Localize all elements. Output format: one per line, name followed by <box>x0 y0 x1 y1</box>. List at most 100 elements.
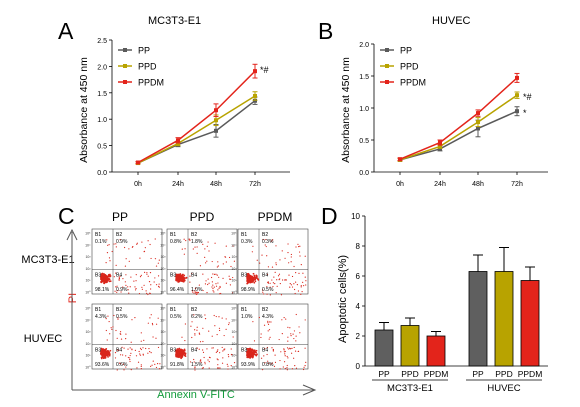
flow-dot <box>109 275 111 278</box>
flow-dot <box>266 286 268 288</box>
flow-dot <box>289 286 291 288</box>
flow-dot <box>266 273 269 275</box>
flow-dot-cloud <box>246 238 307 296</box>
flow-axis-tick-label: 10⁰ <box>85 366 91 370</box>
flow-dot <box>119 362 121 364</box>
flow-dot <box>142 347 144 349</box>
flow-dot <box>195 293 197 295</box>
flow-dot <box>260 336 262 339</box>
flow-dot <box>146 272 148 274</box>
flow-dot <box>140 364 142 366</box>
flow-dot <box>143 271 146 273</box>
flow-dot <box>256 277 258 279</box>
flow-dot <box>120 291 122 293</box>
flow-dot <box>119 331 122 333</box>
flow-dot <box>204 363 206 365</box>
flow-dot <box>124 265 127 267</box>
flow-dot <box>180 349 182 352</box>
flow-dot <box>268 338 270 340</box>
flow-dot <box>246 355 249 358</box>
flow-dot <box>200 361 202 364</box>
flow-dot <box>158 368 161 370</box>
flow-dot <box>216 350 218 352</box>
flow-dot <box>135 355 138 357</box>
flow-dot <box>217 261 219 263</box>
flow-quadrant-label: B4 <box>116 272 122 278</box>
flow-axis-tick-label: 10⁴ <box>85 243 91 247</box>
flow-dot <box>158 286 160 288</box>
flow-dot <box>146 292 148 294</box>
flow-dot <box>106 277 109 280</box>
d-y-tick-label: 0 <box>356 362 361 371</box>
flow-dot <box>196 246 198 248</box>
flow-plot: B14.3% B20.5% B3 93.6% B4 0.6% 10⁵ 10⁴ 10³ 10² 10¹… <box>85 303 163 371</box>
flow-dot <box>147 352 149 354</box>
panel-c-flow-cytometry: C PP PPD PPDM MC3T3-E1 HUVEC PI Annexin … <box>21 203 317 401</box>
flow-dot <box>115 286 117 288</box>
panel-d-bar-chart: D Apoptotic cells(%) 0 2 4 6 8 10 PP PPD PPDM MC… <box>321 203 548 394</box>
flow-dot <box>290 335 292 337</box>
d-y-tick-label: 8 <box>356 242 361 251</box>
flow-dot <box>283 361 286 363</box>
flow-dot <box>193 314 195 316</box>
flow-dot <box>299 245 301 247</box>
flow-axis-tick-label: 10⁰ <box>231 366 237 370</box>
flow-dot <box>150 314 152 316</box>
b-point-ppd <box>476 120 480 125</box>
flow-quadrant-value-q1: 0.8% <box>170 239 182 245</box>
a-point-ppd <box>214 118 218 123</box>
flow-dot <box>135 288 137 290</box>
flow-dot <box>261 369 264 371</box>
panel-c-letter: C <box>58 203 75 229</box>
flow-dot <box>196 329 198 331</box>
flow-dot <box>275 245 277 247</box>
flow-dot <box>214 325 216 327</box>
flow-dot <box>273 276 275 278</box>
flow-dot <box>128 248 130 250</box>
flow-dot <box>183 351 185 354</box>
flow-quadrant-label: B3 <box>241 272 247 278</box>
flow-dot <box>252 245 254 247</box>
flow-dot <box>271 362 273 364</box>
flow-dot <box>149 351 151 353</box>
flow-dot <box>251 356 254 359</box>
flow-dot <box>212 284 214 286</box>
b-point-ppdm <box>398 157 402 162</box>
flow-dot <box>178 280 181 283</box>
a-legend-label-pp: PP <box>138 46 150 56</box>
flow-dot <box>287 340 289 342</box>
flow-dot <box>290 261 292 263</box>
flow-dot <box>218 316 220 318</box>
flow-dot <box>189 361 192 363</box>
flow-dot <box>198 284 200 286</box>
flow-quadrant-label: B4 <box>262 347 268 353</box>
flow-dot <box>221 362 224 364</box>
flow-dot <box>300 264 302 266</box>
flow-dot-cloud <box>246 313 307 371</box>
flow-dot <box>106 239 108 241</box>
flow-dot <box>181 279 184 281</box>
flow-axis-tick-label: 10³ <box>231 255 237 259</box>
flow-quadrant-label: B1 <box>95 307 101 313</box>
flow-dot <box>208 367 210 369</box>
flow-dot <box>116 285 118 287</box>
flow-dot <box>266 255 268 257</box>
flow-dot <box>295 335 297 337</box>
flow-dot <box>105 351 107 354</box>
flow-dot <box>289 283 291 285</box>
flow-dot <box>215 351 217 354</box>
flow-dot <box>201 367 203 369</box>
flow-dot <box>131 349 133 351</box>
flow-dot <box>130 341 132 343</box>
flow-dot <box>252 321 254 323</box>
flow-dot <box>108 320 110 323</box>
flow-dot <box>253 351 256 354</box>
flow-dot <box>125 338 127 340</box>
flow-dot <box>158 283 160 285</box>
flow-dot <box>134 349 136 351</box>
flow-dot <box>189 281 191 283</box>
flow-axis-tick-label: 10⁰ <box>85 291 91 295</box>
flow-dot <box>293 265 295 268</box>
flow-dot <box>269 294 271 296</box>
b-y-tick-label: 0.0 <box>359 170 369 177</box>
